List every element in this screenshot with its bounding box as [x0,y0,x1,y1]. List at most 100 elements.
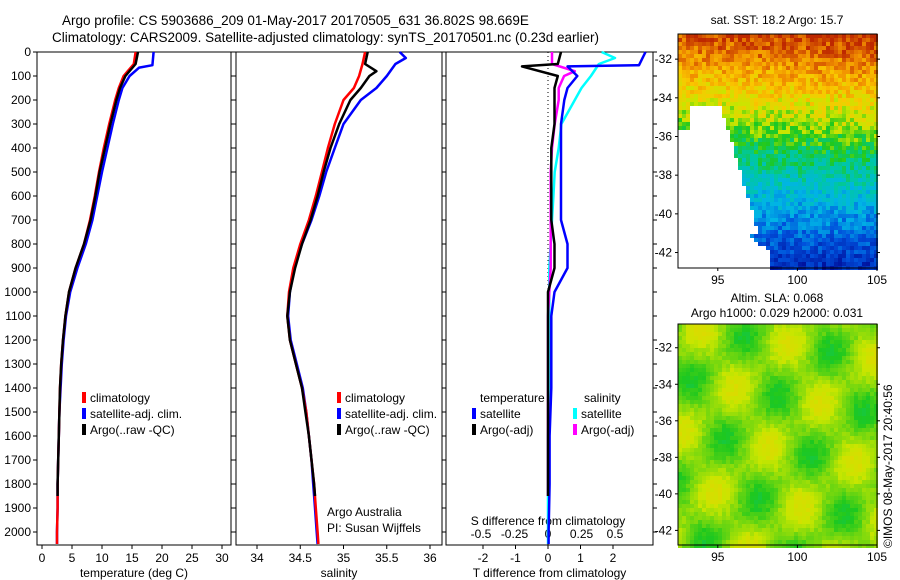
sla-map-cell [794,428,798,432]
sst-map-cell [818,174,822,178]
sla-map-cell [778,456,782,460]
sla-map-cell [862,496,866,500]
sst-map-cell [874,66,878,70]
sla-map-cell [798,400,802,404]
sla-map-cell [774,516,778,520]
sla-map-cell [862,392,866,396]
sla-map-cell [758,496,762,500]
sla-map-cell [750,336,754,340]
sla-map-cell [826,464,830,468]
sla-map-cell [682,328,686,332]
sla-map-cell [854,340,858,344]
sla-map-cell [870,384,874,388]
sla-map-cell [746,508,750,512]
sla-map-cell [870,328,874,332]
sla-map-cell [846,348,850,352]
sst-map-cell [870,130,874,134]
sst-map-cell [790,222,794,226]
sst-map-cell [706,86,710,90]
sst-map-cell [822,150,826,154]
sst-map-cell [730,66,734,70]
sst-map-cell [750,130,754,134]
sla-map-cell [722,496,726,500]
sla-map-cell [782,408,786,412]
sla-map-cell [738,480,742,484]
sla-map-cell [798,508,802,512]
sla-map-cell [678,372,682,376]
sst-map-cell [766,106,770,110]
sst-map-cell [766,166,770,170]
sla-map-cell [810,484,814,488]
sla-map-cell [794,408,798,412]
sst-map-cell [770,198,774,202]
sla-map-cell [786,512,790,516]
sst-map-cell [686,58,690,62]
sla-map-cell [698,388,702,392]
sst-map-cell [742,70,746,74]
sla-map-cell [778,376,782,380]
sst-map-cell [810,98,814,102]
sst-map-cell [754,114,758,118]
sla-map-cell [738,476,742,480]
sla-map-cell [762,452,766,456]
sla-map-cell [774,484,778,488]
sst-map-cell [822,98,826,102]
sst-map-cell [746,130,750,134]
sla-map-cell [690,388,694,392]
sla-map-cell [818,360,822,364]
sst-map-cell [730,38,734,42]
sst-map-cell [686,90,690,94]
sla-map-cell [762,492,766,496]
sla-map-cell [806,332,810,336]
sla-map-cell [746,408,750,412]
sst-map-cell [858,102,862,106]
sla-map-cell [850,352,854,356]
sst-map-cell [762,186,766,190]
sst-map-cell [694,78,698,82]
sla-map-cell [858,352,862,356]
sst-map-cell [734,110,738,114]
sla-map-cell [850,400,854,404]
sla-map-cell [750,360,754,364]
sst-map-cell [710,90,714,94]
sst-map-cell [862,58,866,62]
sst-map-cell [794,154,798,158]
sst-map-cell [854,90,858,94]
sst-map-cell [874,62,878,66]
sla-map-cell [782,456,786,460]
sst-map-cell [802,178,806,182]
sla-map-cell [866,396,870,400]
sst-map-cell [778,234,782,238]
sla-map-cell [718,372,722,376]
sst-map-cell [778,62,782,66]
sst-map-cell [678,74,682,78]
sla-map-cell [862,412,866,416]
sla-map-cell [842,376,846,380]
sla-map-cell [722,464,726,468]
sst-map-cell [758,214,762,218]
sst-map-cell [794,186,798,190]
sla-map-cell [766,484,770,488]
sla-map-cell [766,368,770,372]
sla-map-cell [682,500,686,504]
sla-map-cell [822,376,826,380]
sla-map-cell [790,352,794,356]
sla-map-cell [726,372,730,376]
sla-map-cell [742,412,746,416]
sst-map-cell [846,154,850,158]
sla-map-cell [778,420,782,424]
sst-map-cell [746,194,750,198]
sla-map-cell [798,488,802,492]
sst-map-cell [858,110,862,114]
sla-map-cell [774,496,778,500]
sla-map-cell [762,324,766,328]
sst-map-cell [862,146,866,150]
sla-map-cell [706,424,710,428]
sla-map-cell [786,348,790,352]
sla-map-cell [794,492,798,496]
sla-map-cell [826,336,830,340]
sla-map-cell [694,424,698,428]
sst-map-cell [854,146,858,150]
x-tick-label: 5 [69,551,76,565]
sst-map-cell [794,66,798,70]
